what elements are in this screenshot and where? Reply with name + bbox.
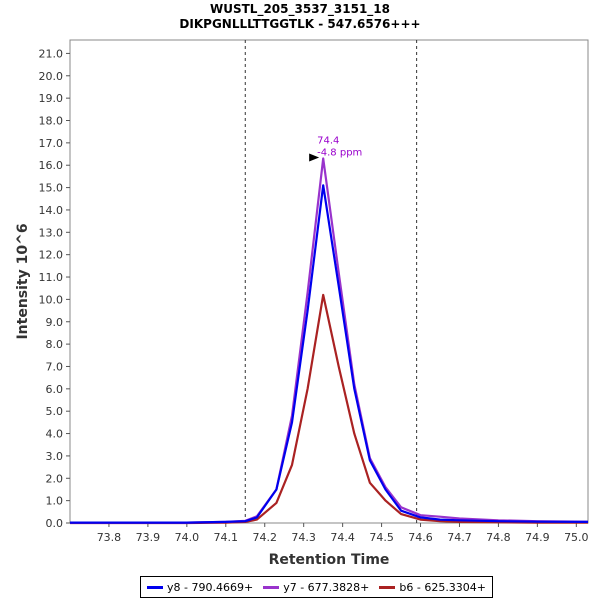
y-tick-label: 12.0: [39, 249, 64, 262]
plot-frame: [69, 39, 589, 524]
legend-item-y7: y7 - 677.3828+: [263, 581, 369, 594]
peak-annotation-text: 74.4: [317, 136, 339, 147]
y-tick-label: 0.0: [46, 517, 64, 530]
legend-item-y8: y8 - 790.4669+: [147, 581, 253, 594]
legend-swatch-b6: [379, 585, 396, 589]
y-tick-label: 5.0: [46, 405, 64, 418]
legend-label-b6: b6 - 625.3304+: [399, 580, 487, 594]
y-tick-label: 10.0: [39, 293, 64, 306]
x-tick-label: 74.6: [408, 531, 433, 544]
y-tick-label: 3.0: [46, 450, 64, 463]
x-tick-label: 73.9: [136, 531, 161, 544]
y-tick-label: 14.0: [39, 204, 64, 217]
y-tick-label: 15.0: [39, 182, 64, 195]
y-tick-label: 8.0: [46, 338, 64, 351]
x-tick-label: 74.1: [214, 531, 239, 544]
y-tick-label: 16.0: [39, 159, 64, 172]
y-tick-label: 17.0: [39, 137, 64, 150]
x-axis-label: Retention Time: [269, 552, 390, 568]
peak-marker-arrow: [309, 153, 320, 162]
x-tick-label: 74.9: [525, 531, 550, 544]
y-axis-label: Intensity 10^6: [15, 223, 31, 339]
x-tick-label: 73.8: [97, 531, 122, 544]
y-tick-label: 13.0: [39, 226, 64, 239]
legend-item-b6: b6 - 625.3304+: [379, 581, 486, 594]
y-tick-label: 9.0: [46, 316, 64, 329]
y-tick-label: 4.0: [46, 428, 64, 441]
series-line-b6: [70, 293, 588, 525]
x-tick-label: 74.7: [447, 531, 472, 544]
y-tick-label: 19.0: [39, 92, 64, 105]
x-tick-label: 74.3: [291, 531, 316, 544]
x-tick-label: 74.4: [330, 531, 355, 544]
legend-label-y7: y7 - 677.3828+: [283, 580, 370, 594]
y-tick-label: 6.0: [46, 383, 64, 396]
y-tick-label: 18.0: [39, 115, 64, 128]
y-tick-label: 1.0: [46, 495, 64, 508]
y-tick-label: 2.0: [46, 472, 64, 485]
y-tick-label: 11.0: [39, 271, 64, 284]
y-tick-label: 7.0: [46, 360, 64, 373]
series-line-y7: [70, 157, 589, 524]
x-tick-label: 74.2: [252, 531, 277, 544]
legend-label-y8: y8 - 790.4669+: [167, 580, 254, 594]
x-tick-label: 74.5: [369, 531, 394, 544]
y-tick-label: 21.0: [39, 47, 64, 60]
chart-title: WUSTL_205_3537_3151_18: [210, 2, 390, 16]
x-tick-label: 74.8: [486, 531, 511, 544]
chart-subtitle: DIKPGNLLLTTGGTLK - 547.6576+++: [179, 17, 421, 31]
chart-legend: y8 - 790.4669+ y7 - 677.3828+ b6 - 625.3…: [140, 576, 494, 598]
peak-annotation-text: -4.8 ppm: [317, 148, 362, 159]
legend-swatch-y8: [147, 585, 163, 589]
legend-swatch-y7: [263, 585, 280, 589]
series-line-y8: [70, 184, 589, 524]
y-tick-label: 20.0: [39, 70, 64, 83]
x-tick-label: 74.0: [175, 531, 200, 544]
x-tick-label: 75.0: [564, 531, 589, 544]
